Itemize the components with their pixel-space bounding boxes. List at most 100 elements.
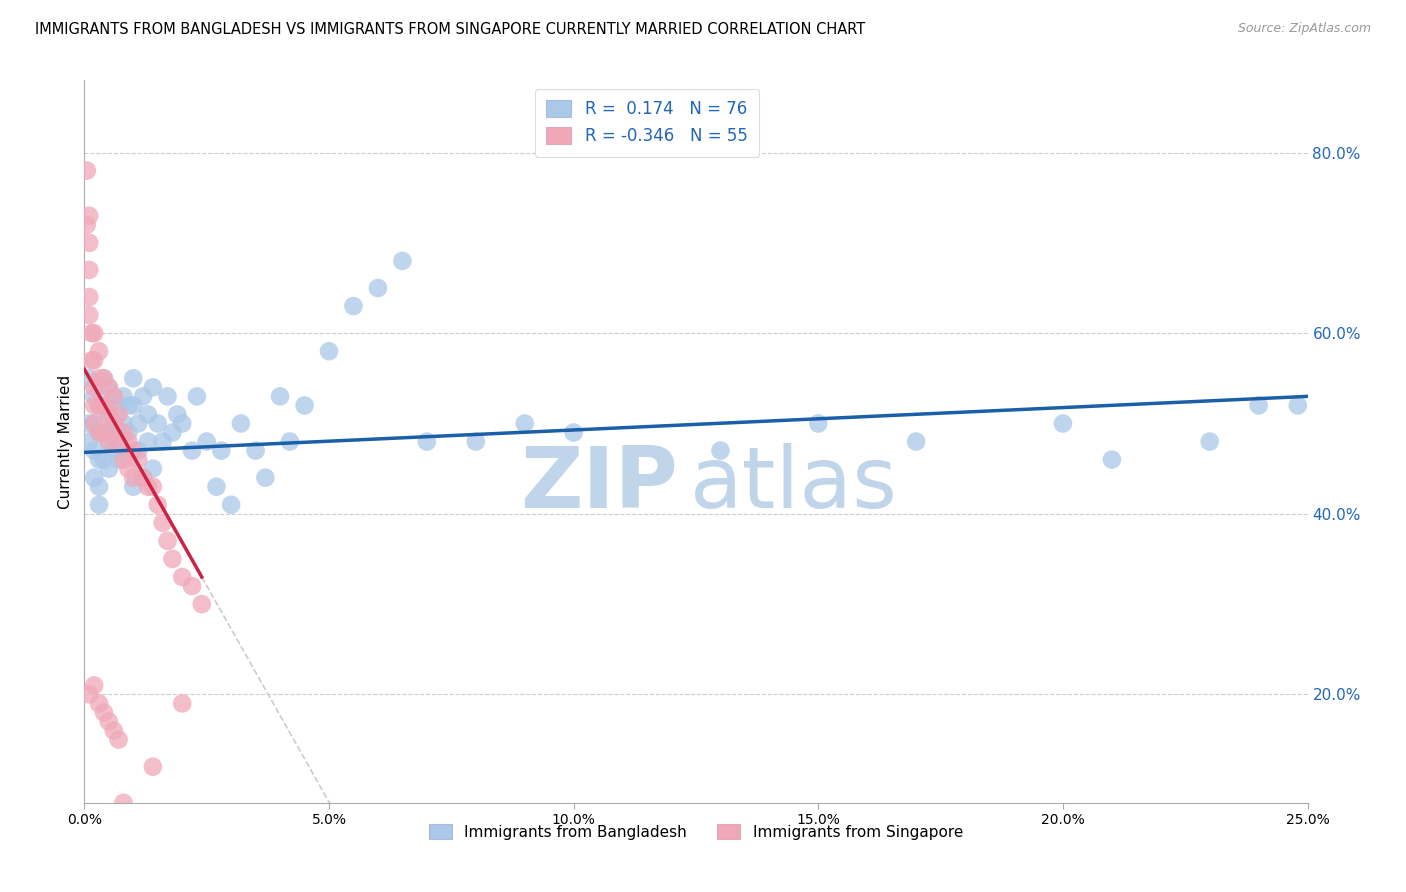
Point [97, 434, 120, 449]
Point [93, 371, 115, 385]
Point [83, 398, 105, 412]
Point [132, 471, 155, 485]
Point [391, 253, 413, 268]
Point [93, 398, 115, 412]
Point [87, 398, 110, 412]
Point [103, 723, 125, 738]
Point [186, 389, 208, 403]
Legend: Immigrants from Bangladesh, Immigrants from Singapore: Immigrants from Bangladesh, Immigrants f… [423, 818, 969, 846]
Point [166, 408, 188, 422]
Point [80, 326, 103, 341]
Point [136, 408, 159, 422]
Point [132, 389, 155, 403]
Point [76, 218, 98, 232]
Point [83, 389, 105, 403]
Point [152, 434, 174, 449]
Point [254, 471, 277, 485]
Point [269, 389, 291, 403]
Point [87, 480, 110, 494]
Point [136, 434, 159, 449]
Point [162, 425, 184, 440]
Point [93, 425, 115, 440]
Point [172, 697, 194, 711]
Point [107, 732, 129, 747]
Point [142, 480, 165, 494]
Point [117, 461, 139, 475]
Point [103, 389, 125, 403]
Text: ZIP: ZIP [520, 443, 678, 526]
Point [156, 533, 179, 548]
Point [83, 417, 105, 431]
Point [77, 687, 100, 701]
Point [136, 480, 159, 494]
Point [117, 425, 139, 440]
Point [112, 443, 135, 458]
Y-axis label: Currently Married: Currently Married [58, 375, 73, 508]
Point [146, 498, 169, 512]
Point [162, 552, 184, 566]
Point [117, 398, 139, 412]
Point [245, 443, 267, 458]
Point [107, 425, 129, 440]
Point [77, 209, 100, 223]
Point [87, 344, 110, 359]
Point [93, 371, 115, 385]
Point [117, 434, 139, 449]
Point [127, 417, 149, 431]
Point [87, 697, 110, 711]
Point [103, 389, 125, 403]
Point [1286, 398, 1309, 412]
Point [76, 163, 98, 178]
Point [1101, 452, 1123, 467]
Point [318, 344, 340, 359]
Point [97, 380, 120, 394]
Text: atlas: atlas [690, 443, 898, 526]
Point [127, 443, 149, 458]
Point [97, 408, 120, 422]
Point [112, 425, 135, 440]
Point [97, 714, 120, 729]
Point [83, 443, 105, 458]
Point [107, 452, 129, 467]
Point [142, 380, 165, 394]
Point [77, 371, 100, 385]
Point [77, 235, 100, 250]
Point [97, 408, 120, 422]
Point [87, 425, 110, 440]
Point [278, 434, 301, 449]
Point [122, 371, 145, 385]
Point [97, 434, 120, 449]
Point [87, 498, 110, 512]
Point [342, 299, 364, 313]
Point [219, 498, 242, 512]
Text: Source: ZipAtlas.com: Source: ZipAtlas.com [1237, 22, 1371, 36]
Point [513, 417, 536, 431]
Point [156, 389, 179, 403]
Point [107, 398, 129, 412]
Point [112, 389, 135, 403]
Point [77, 290, 100, 304]
Point [107, 434, 129, 449]
Point [112, 417, 135, 431]
Point [97, 461, 120, 475]
Point [107, 408, 129, 422]
Point [191, 597, 214, 611]
Point [181, 579, 204, 593]
Point [905, 434, 928, 449]
Point [229, 417, 252, 431]
Point [464, 434, 486, 449]
Point [103, 417, 125, 431]
Point [562, 425, 585, 440]
Point [209, 443, 232, 458]
Point [77, 434, 100, 449]
Point [132, 471, 155, 485]
Point [77, 308, 100, 322]
Point [172, 570, 194, 584]
Point [83, 417, 105, 431]
Point [122, 398, 145, 412]
Point [1198, 434, 1220, 449]
Point [122, 471, 145, 485]
Point [172, 417, 194, 431]
Point [142, 461, 165, 475]
Point [87, 425, 110, 440]
